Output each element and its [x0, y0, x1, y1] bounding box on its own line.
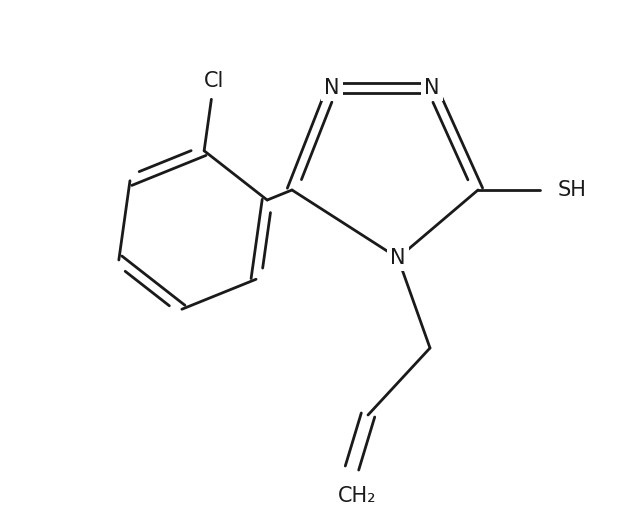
Text: N: N — [390, 248, 406, 268]
Text: CH₂: CH₂ — [338, 486, 376, 506]
Text: N: N — [324, 78, 340, 98]
Text: SH: SH — [558, 180, 587, 200]
Text: Cl: Cl — [204, 72, 224, 91]
Text: N: N — [424, 78, 440, 98]
